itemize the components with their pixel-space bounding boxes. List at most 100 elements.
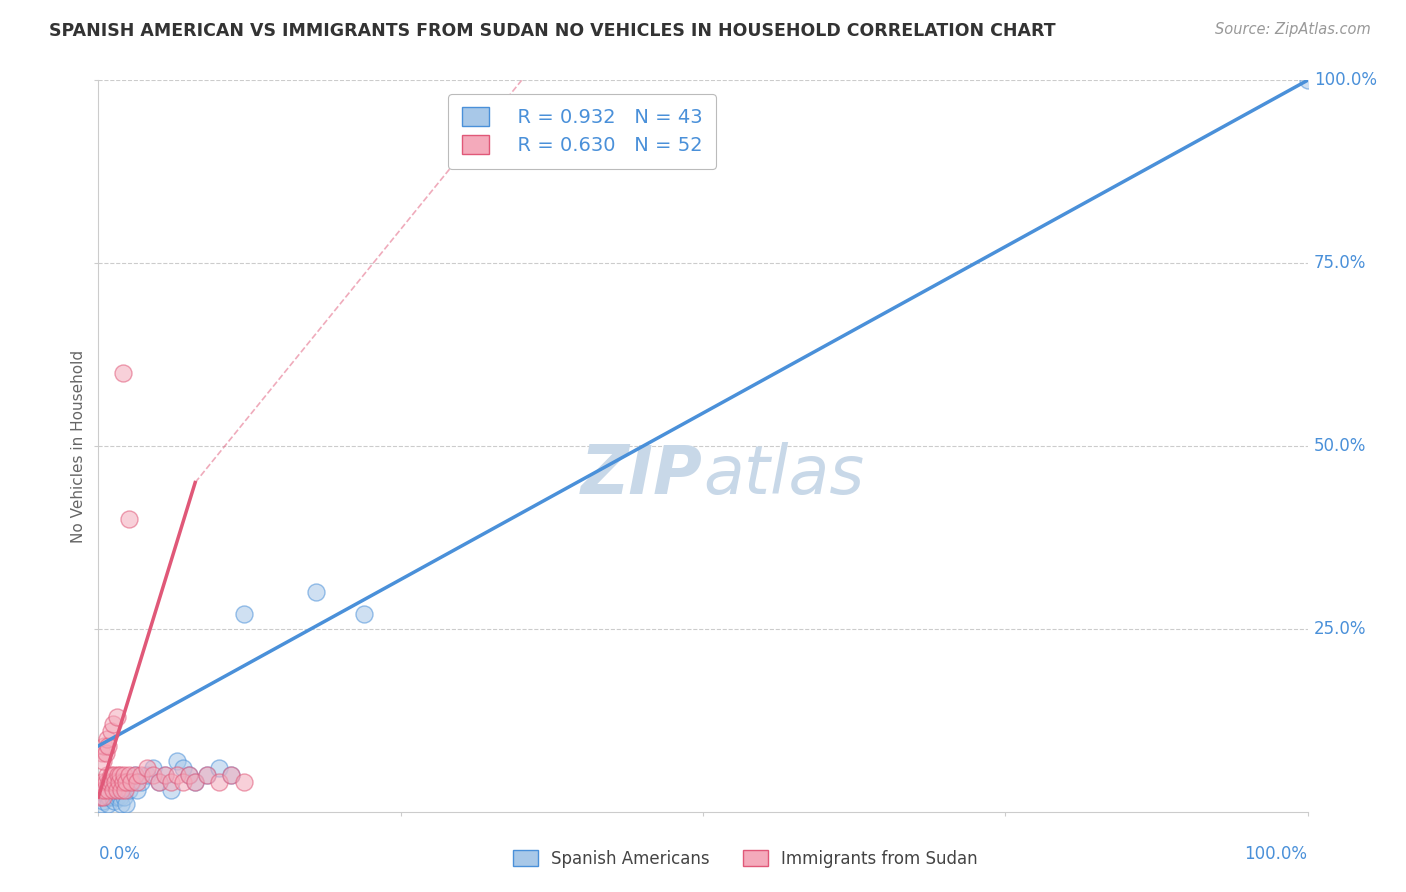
Point (172, 761, 194, 775)
Point (90, 782, 112, 797)
Point (105, 782, 128, 797)
Point (160, 775, 183, 789)
Point (103, 794, 125, 808)
Text: Source: ZipAtlas.com: Source: ZipAtlas.com (1215, 22, 1371, 37)
Point (111, 782, 134, 797)
Point (98, 775, 121, 789)
Point (221, 768, 243, 782)
Point (110, 782, 132, 797)
Point (111, 775, 134, 789)
Point (1296, 73, 1319, 87)
Point (118, 782, 141, 797)
Text: 25.0%: 25.0% (1313, 620, 1367, 638)
Point (91, 794, 114, 808)
Point (91, 775, 114, 789)
Point (91, 754, 114, 768)
Point (96, 790, 118, 805)
Point (108, 775, 131, 789)
Point (104, 775, 127, 789)
Point (115, 797, 138, 812)
Point (124, 768, 146, 782)
Point (166, 768, 188, 782)
Point (108, 782, 131, 797)
Point (114, 782, 136, 797)
Point (153, 768, 176, 782)
Point (148, 775, 170, 789)
Point (127, 775, 149, 789)
Point (101, 782, 124, 797)
Point (208, 775, 231, 789)
Point (101, 717, 124, 731)
Point (195, 768, 218, 782)
Point (90, 797, 112, 812)
Text: atlas: atlas (703, 442, 865, 508)
Point (179, 768, 201, 782)
Point (184, 775, 207, 789)
Point (115, 775, 138, 789)
Point (104, 782, 127, 797)
Point (172, 775, 194, 789)
Point (97, 782, 120, 797)
Point (135, 761, 157, 775)
Point (93, 787, 115, 801)
Point (135, 768, 157, 782)
Text: ZIP: ZIP (581, 442, 703, 508)
Point (91, 790, 114, 805)
Point (114, 775, 136, 789)
Point (353, 607, 375, 622)
Point (107, 768, 129, 782)
Legend: Spanish Americans, Immigrants from Sudan: Spanish Americans, Immigrants from Sudan (506, 844, 984, 875)
Point (108, 790, 131, 805)
Point (118, 512, 141, 526)
Point (100, 724, 122, 739)
Point (124, 768, 146, 782)
Point (108, 768, 131, 782)
Point (98, 790, 121, 805)
Point (101, 790, 124, 805)
Point (148, 775, 170, 789)
Y-axis label: No Vehicles in Household: No Vehicles in Household (70, 350, 86, 542)
Point (94, 775, 117, 789)
Point (221, 768, 243, 782)
Point (110, 797, 132, 812)
Point (305, 585, 328, 599)
Point (142, 768, 165, 782)
Text: SPANISH AMERICAN VS IMMIGRANTS FROM SUDAN NO VEHICLES IN HOUSEHOLD CORRELATION C: SPANISH AMERICAN VS IMMIGRANTS FROM SUDA… (49, 22, 1056, 40)
Point (100, 782, 122, 797)
Text: 0.0%: 0.0% (98, 845, 141, 863)
Point (195, 768, 218, 782)
Point (111, 366, 134, 380)
Point (160, 782, 183, 797)
Point (118, 768, 141, 782)
Point (129, 775, 152, 789)
Point (89, 790, 111, 805)
Point (153, 768, 176, 782)
Point (100, 775, 122, 789)
Text: 75.0%: 75.0% (1313, 254, 1367, 272)
Point (100, 775, 122, 789)
Point (112, 768, 135, 782)
Point (112, 790, 135, 805)
Point (93, 782, 115, 797)
Point (127, 782, 149, 797)
Point (208, 761, 231, 775)
Point (97, 797, 120, 812)
Point (91, 746, 114, 760)
Point (96, 731, 118, 746)
Point (91, 790, 114, 805)
Point (142, 761, 165, 775)
Point (107, 775, 129, 789)
Point (179, 768, 201, 782)
Point (97, 739, 120, 753)
Point (129, 768, 152, 782)
Text: 100.0%: 100.0% (1313, 71, 1376, 89)
Point (121, 775, 143, 789)
Point (93, 739, 115, 753)
Point (166, 754, 188, 768)
Point (184, 775, 207, 789)
Point (105, 790, 128, 805)
Point (96, 768, 118, 782)
Point (100, 768, 122, 782)
Point (120, 775, 142, 789)
Legend:   R = 0.932   N = 43,   R = 0.630   N = 52: R = 0.932 N = 43, R = 0.630 N = 52 (449, 94, 716, 169)
